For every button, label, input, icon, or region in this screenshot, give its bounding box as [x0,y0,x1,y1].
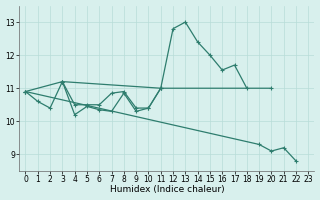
X-axis label: Humidex (Indice chaleur): Humidex (Indice chaleur) [109,185,224,194]
